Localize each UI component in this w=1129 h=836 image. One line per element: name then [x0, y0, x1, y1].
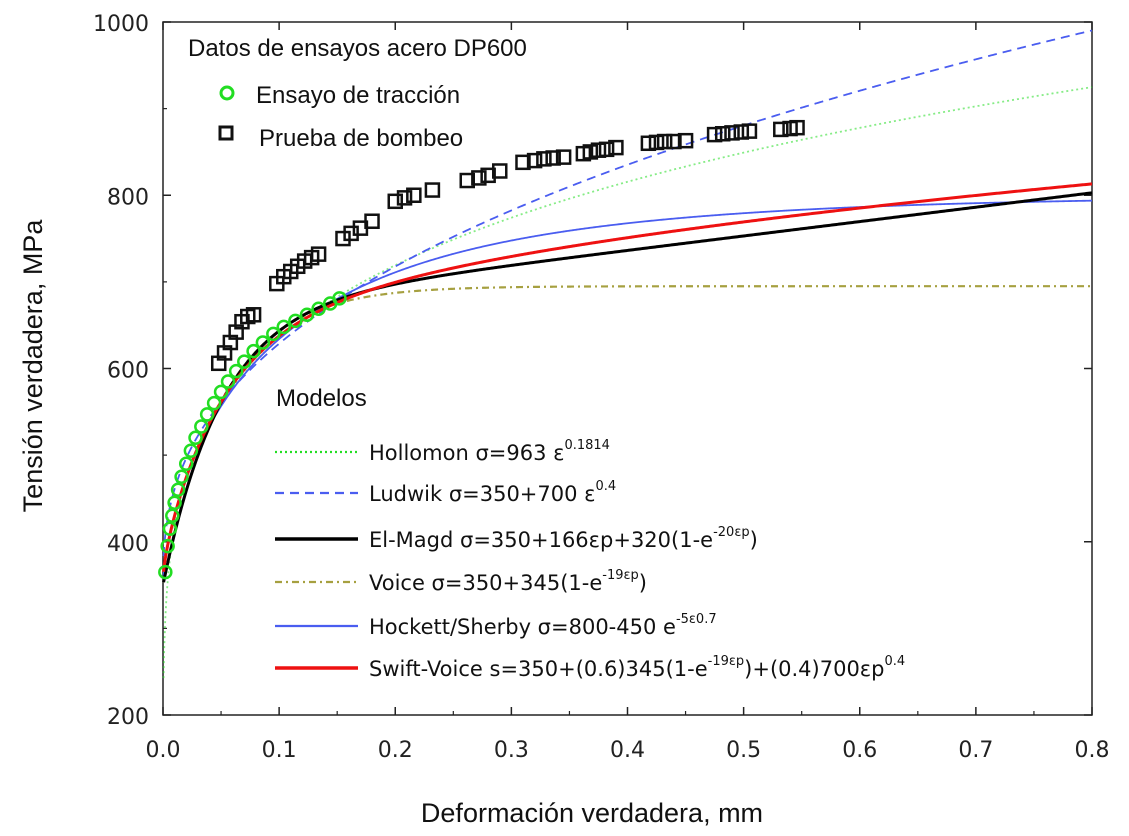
point-traccion	[188, 430, 203, 446]
legend-label-bombeo: Prueba de bombeo	[259, 125, 463, 152]
model-curves	[162, 29, 1093, 679]
legend-marker-square	[218, 125, 234, 141]
point-bombeo	[343, 225, 359, 242]
point-traccion	[158, 564, 173, 580]
point-bombeo	[773, 121, 789, 138]
point-traccion	[174, 469, 189, 485]
y-tick-label: 600	[107, 359, 149, 384]
point-bombeo	[555, 149, 572, 165]
point-bombeo	[714, 125, 731, 142]
point-traccion	[213, 384, 229, 400]
point-bombeo	[677, 132, 694, 149]
point-traccion	[170, 482, 186, 498]
point-traccion	[206, 395, 222, 411]
point-bombeo	[640, 135, 657, 152]
curve-elmagd	[162, 191, 1093, 583]
point-bombeo	[480, 167, 496, 184]
legend-label-traccion: Ensayo de tracción	[256, 82, 460, 109]
models-legend-title: Modelos	[276, 385, 367, 412]
point-traccion	[220, 374, 236, 389]
y-tick-label: 800	[107, 185, 149, 210]
x-tick-label: 0.3	[494, 738, 529, 763]
legend-label-ludwik: Ludwik σ=350+700 ε0.4	[369, 479, 616, 506]
point-bombeo	[310, 246, 327, 262]
point-bombeo	[526, 152, 543, 169]
point-bombeo	[536, 151, 552, 167]
legend-label-swiftvoice: Swift-Voice s=350+(0.6)345(1-e-19εp)+(0.…	[369, 654, 905, 681]
x-tick-labels: 0.0 0.1 0.2 0.3 0.4 0.5 0.6 0.7 0.8	[146, 738, 1110, 763]
point-traccion	[199, 407, 215, 422]
point-bombeo	[364, 213, 380, 229]
experimental-points	[158, 119, 805, 580]
y-tick-label: 1000	[93, 12, 149, 37]
point-traccion	[167, 495, 182, 511]
legend-label-voice: Voice σ=350+345(1-e-19εp)	[369, 568, 647, 595]
point-traccion	[266, 326, 281, 342]
point-traccion	[178, 456, 194, 472]
point-bombeo	[724, 125, 740, 141]
point-traccion	[255, 335, 271, 350]
point-bombeo	[741, 123, 758, 139]
legend-label-hockett: Hockett/Sherby σ=800-450 e-5ε0.7	[369, 612, 717, 639]
x-tick-label: 0.1	[262, 738, 297, 763]
point-bombeo	[590, 142, 607, 158]
point-bombeo	[666, 133, 682, 150]
point-bombeo	[396, 190, 413, 206]
y-tick-label: 200	[107, 705, 149, 730]
legend-label-elmagd: El-Magd σ=350+166εp+320(1-e-20εp)	[369, 525, 758, 552]
point-traccion	[194, 419, 209, 434]
x-axis-title: Deformación verdadera, mm	[421, 798, 763, 828]
point-traccion	[228, 363, 244, 379]
point-bombeo	[335, 230, 351, 247]
point-bombeo	[471, 170, 487, 186]
point-bombeo	[424, 182, 441, 198]
point-traccion	[160, 538, 175, 554]
x-tick-label: 0.7	[958, 738, 993, 763]
point-bombeo	[459, 172, 475, 189]
point-bombeo	[656, 133, 673, 150]
point-bombeo	[492, 163, 508, 179]
x-tick-label: 0.6	[842, 738, 877, 763]
point-traccion	[299, 307, 315, 323]
x-tick-label: 0.0	[146, 738, 181, 763]
y-tick-labels: 200 400 600 800 1000	[93, 12, 149, 730]
point-bombeo	[515, 154, 531, 171]
point-traccion	[311, 301, 326, 316]
legend-marker-circle	[219, 85, 235, 101]
y-tick-label: 400	[107, 532, 149, 557]
point-bombeo	[598, 141, 615, 158]
point-traccion	[276, 319, 292, 335]
point-bombeo	[789, 119, 805, 136]
point-bombeo	[545, 150, 561, 166]
point-bombeo	[706, 126, 723, 143]
point-bombeo	[387, 193, 403, 210]
legend-label-hollomon: Hollomon σ=963 ε0.1814	[369, 438, 610, 465]
data-legend: Datos de ensayos acero DP600 Ensayo de t…	[188, 35, 527, 152]
x-tick-label: 0.8	[1075, 738, 1110, 763]
point-traccion	[162, 521, 178, 537]
y-axis-title: Tensión verdadera, MPa	[18, 219, 48, 513]
point-bombeo	[245, 307, 262, 323]
plot-frame	[162, 21, 1093, 716]
point-traccion	[246, 343, 261, 359]
data-legend-title: Datos de ensayos acero DP600	[188, 35, 527, 62]
point-traccion	[332, 291, 347, 306]
point-bombeo	[608, 139, 624, 156]
curve-ludwik	[162, 29, 1093, 557]
point-bombeo	[733, 124, 750, 140]
curve-swiftvoice	[162, 182, 1093, 572]
point-traccion	[237, 354, 252, 369]
point-traccion	[183, 443, 199, 459]
point-bombeo	[406, 187, 422, 203]
x-tick-label: 0.4	[610, 738, 645, 763]
x-tick-label: 0.5	[726, 738, 761, 763]
point-traccion	[288, 313, 303, 329]
models-legend: Modelos Hollomon σ=963 ε0.1814 Ludwik σ=3…	[275, 385, 905, 681]
point-bombeo	[648, 134, 665, 151]
point-traccion	[165, 508, 180, 524]
point-bombeo	[582, 144, 599, 160]
axis-ticks	[162, 21, 1093, 716]
x-tick-label: 0.2	[378, 738, 413, 763]
